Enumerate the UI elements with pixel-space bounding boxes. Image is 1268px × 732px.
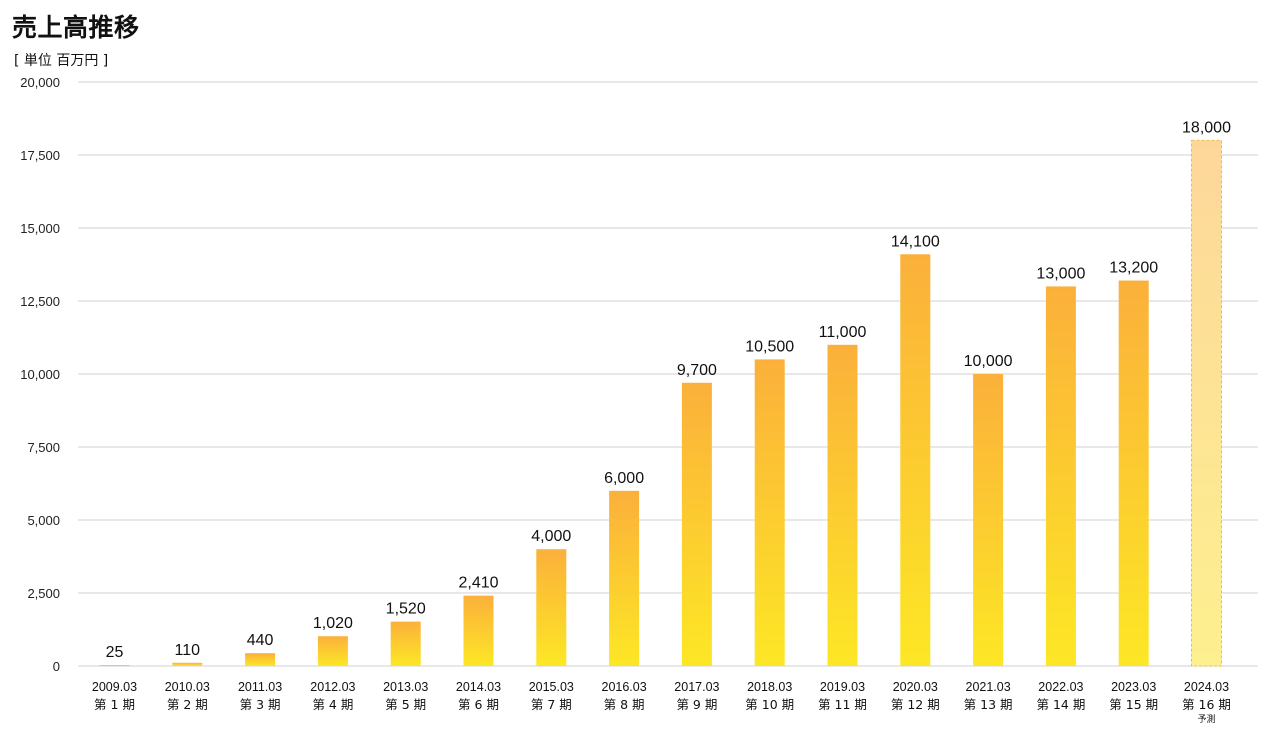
value-label: 4,000	[531, 528, 571, 545]
x-tick-period: 第 5 期	[385, 697, 426, 712]
value-label: 13,200	[1109, 260, 1158, 277]
forecast-note: 予測	[1197, 713, 1215, 725]
bar	[245, 653, 276, 666]
value-label: 6,000	[604, 470, 644, 487]
x-tick-period: 第 16 期	[1182, 697, 1231, 712]
bar	[172, 662, 203, 666]
bar	[681, 382, 712, 666]
x-axis-labels: 2009.03 第 1 期 2010.03 第 2 期 2011.03 第 3 期 2012…	[92, 680, 1231, 725]
y-tick-label: 2,500	[27, 586, 60, 601]
unit-label: [ 単位 百万円 ]	[14, 53, 109, 69]
x-tick-period: 第 1 期	[94, 697, 135, 712]
x-tick-period: 第 11 期	[818, 697, 867, 712]
x-tick-date: 2010.03	[165, 680, 210, 694]
y-tick-label: 7,500	[27, 440, 60, 455]
x-tick-date: 2018.03	[747, 680, 792, 694]
value-label: 18,000	[1182, 119, 1231, 136]
x-tick-period: 第 7 期	[531, 697, 572, 712]
grid-lines	[78, 81, 1258, 667]
value-label: 10,500	[745, 338, 794, 355]
bar	[1045, 286, 1076, 666]
value-label: 10,000	[964, 353, 1013, 370]
x-tick-period: 第 14 期	[1036, 697, 1085, 712]
value-label: 440	[247, 632, 274, 649]
y-tick-label: 17,500	[20, 148, 60, 163]
x-tick-date: 2011.03	[238, 680, 282, 694]
x-tick-date: 2020.03	[893, 680, 938, 694]
x-tick-date: 2015.03	[529, 680, 574, 694]
x-tick-period: 第 15 期	[1109, 697, 1158, 712]
x-tick-date: 2009.03	[92, 680, 137, 694]
bar	[754, 359, 785, 666]
x-tick-period: 第 3 期	[240, 697, 281, 712]
x-tick-period: 第 10 期	[745, 697, 794, 712]
value-label: 9,700	[677, 362, 717, 379]
bar	[317, 636, 348, 666]
y-tick-label: 15,000	[20, 221, 60, 236]
x-tick-date: 2012.03	[310, 680, 355, 694]
y-tick-label: 12,500	[20, 294, 60, 309]
bar	[827, 344, 858, 666]
bar	[536, 549, 567, 666]
x-tick-date: 2016.03	[602, 680, 647, 694]
value-label: 13,000	[1036, 265, 1085, 282]
bar	[99, 665, 130, 666]
y-tick-label: 10,000	[20, 367, 60, 382]
value-label: 2,410	[458, 575, 498, 592]
bar	[463, 595, 494, 666]
bar	[609, 490, 640, 666]
chart-title: 売上高推移	[12, 13, 140, 42]
value-labels: 25 110 440 1,020 1,520 2,410 4,000 6,000 9,700 10…	[106, 119, 1231, 661]
value-label: 110	[175, 642, 201, 659]
x-tick-date: 2023.03	[1111, 680, 1156, 694]
x-tick-period: 第 6 期	[458, 697, 499, 712]
bar	[1118, 280, 1149, 666]
x-tick-date: 2013.03	[383, 680, 428, 694]
x-tick-date: 2014.03	[456, 680, 501, 694]
x-tick-date: 2024.03	[1184, 680, 1229, 694]
x-tick-period: 第 9 期	[676, 697, 717, 712]
y-axis-ticks: 0 2,500 5,000 7,500 10,000 12,500 15,000 17,500…	[20, 75, 60, 674]
bars	[99, 139, 1222, 667]
value-label: 25	[106, 644, 124, 661]
x-tick-date: 2017.03	[674, 680, 719, 694]
bar	[900, 254, 931, 666]
x-tick-date: 2022.03	[1038, 680, 1083, 694]
value-label: 11,000	[819, 324, 867, 341]
x-tick-date: 2021.03	[966, 680, 1011, 694]
x-tick-date: 2019.03	[820, 680, 865, 694]
x-tick-period: 第 12 期	[891, 697, 940, 712]
value-label: 14,100	[891, 233, 940, 250]
bar	[973, 374, 1004, 666]
bar-forecast	[1191, 139, 1222, 667]
x-tick-period: 第 13 期	[964, 697, 1013, 712]
y-tick-label: 0	[53, 659, 60, 674]
bar	[390, 621, 421, 666]
value-label: 1,020	[313, 615, 353, 632]
y-tick-label: 5,000	[27, 513, 60, 528]
y-tick-label: 20,000	[20, 75, 60, 90]
value-label: 1,520	[386, 601, 426, 618]
x-tick-period: 第 8 期	[604, 697, 645, 712]
x-tick-period: 第 4 期	[312, 697, 353, 712]
x-tick-period: 第 2 期	[167, 697, 208, 712]
